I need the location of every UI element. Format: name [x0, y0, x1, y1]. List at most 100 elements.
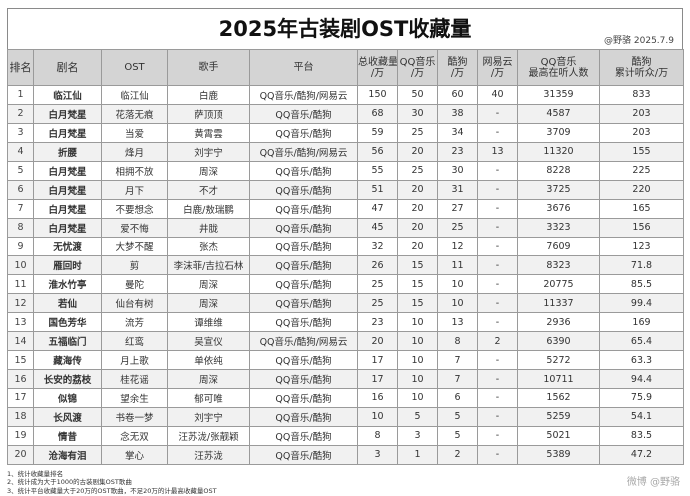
col-header-rank: 排名 — [7, 49, 34, 86]
col-header-total-line2: /万 — [370, 67, 385, 79]
col-header-netease-line2: /万 — [490, 67, 505, 79]
total-cell: 17 — [357, 350, 398, 371]
kugou-listeners-cell: 94.4 — [599, 369, 684, 389]
rank-cell: 1 — [7, 85, 34, 105]
total-cell: 32 — [357, 236, 398, 257]
qq-cell: 15 — [397, 293, 438, 314]
kugou-cell: 7 — [437, 369, 478, 389]
ost-cell: 曼陀 — [101, 274, 168, 295]
kugou-cell: 11 — [437, 255, 478, 276]
drama-cell: 似锦 — [33, 388, 102, 408]
table-row: 20 沧海有泪 掌心 汪苏泷 QQ音乐/酷狗 3 1 2-5389 47.2 — [7, 444, 684, 465]
rank-cell: 12 — [7, 293, 34, 314]
singer-cell: 黄霄雲 — [167, 122, 250, 143]
platform-cell: QQ音乐/酷狗 — [249, 179, 358, 200]
drama-cell: 白月梵星 — [33, 217, 102, 238]
ost-cell: 大梦不醒 — [101, 236, 168, 257]
kugou-cell: 31 — [437, 179, 478, 200]
col-header-kugou-line2: /万 — [450, 67, 465, 79]
netease-cell: - — [477, 312, 518, 333]
platform-cell: QQ音乐/酷狗 — [249, 160, 358, 181]
total-cell: 20 — [357, 331, 398, 352]
table-row: 9 无忧渡 大梦不醒 张杰 QQ音乐/酷狗 32 20 12-7609 123 — [7, 236, 684, 257]
total-cell: 16 — [357, 388, 398, 408]
table-row: 18 长风渡 书卷一梦 刘宇宁 QQ音乐/酷狗 10 5 5-5259 54.1 — [7, 406, 684, 427]
kugou-listeners-cell: 220 — [599, 179, 684, 200]
netease-cell: - — [477, 160, 518, 181]
kugou-listeners-cell: 47.2 — [599, 444, 684, 465]
ost-ranking-sheet: 2025年古装剧OST收藏量 @野骆 2025.7.9 排名 剧名 OST 歌手… — [7, 8, 684, 496]
ost-cell: 爱不悔 — [101, 217, 168, 238]
kugou-cell: 34 — [437, 122, 478, 143]
qq-cell: 10 — [397, 350, 438, 371]
qq-cell: 15 — [397, 255, 438, 276]
page-title: 2025年古装剧OST收藏量 @野骆 2025.7.9 — [7, 8, 683, 49]
rank-cell: 8 — [7, 217, 34, 238]
singer-cell: 周深 — [167, 274, 250, 295]
kugou-listeners-cell: 99.4 — [599, 293, 684, 314]
col-header-ost: OST — [101, 49, 168, 86]
qq-peak-cell: 2936 — [517, 312, 600, 333]
rank-cell: 15 — [7, 350, 34, 371]
rank-cell: 7 — [7, 198, 34, 219]
qq-cell: 10 — [397, 331, 438, 352]
qq-peak-cell: 4587 — [517, 103, 600, 124]
platform-cell: QQ音乐/酷狗 — [249, 406, 358, 427]
netease-cell: - — [477, 179, 518, 200]
netease-cell: - — [477, 198, 518, 219]
qq-peak-cell: 3676 — [517, 198, 600, 219]
qq-cell: 20 — [397, 217, 438, 238]
netease-cell: - — [477, 217, 518, 238]
kugou-cell: 10 — [437, 274, 478, 295]
rank-cell: 5 — [7, 160, 34, 181]
col-header-platform: 平台 — [249, 49, 358, 86]
rank-cell: 13 — [7, 312, 34, 333]
total-cell: 17 — [357, 369, 398, 389]
qq-peak-cell: 5272 — [517, 350, 600, 371]
rank-cell: 18 — [7, 406, 34, 427]
kugou-listeners-cell: 54.1 — [599, 406, 684, 427]
netease-cell: - — [477, 406, 518, 427]
rank-cell: 2 — [7, 103, 34, 124]
netease-cell: - — [477, 103, 518, 124]
kugou-cell: 2 — [437, 444, 478, 465]
kugou-listeners-cell: 156 — [599, 217, 684, 238]
col-header-drama: 剧名 — [33, 49, 102, 86]
qq-cell: 30 — [397, 103, 438, 124]
qq-peak-cell: 3709 — [517, 122, 600, 143]
total-cell: 23 — [357, 312, 398, 333]
netease-cell: - — [477, 388, 518, 408]
table-row: 10 雁回时剪李沫菲/吉拉石林 QQ音乐/酷狗 26 15 11-8323 71.8 — [7, 255, 684, 276]
kugou-listeners-cell: 203 — [599, 122, 684, 143]
drama-cell: 情昔 — [33, 425, 102, 446]
platform-cell: QQ音乐/酷狗 — [249, 103, 358, 124]
netease-cell: 2 — [477, 331, 518, 352]
drama-cell: 白月梵星 — [33, 179, 102, 200]
singer-cell: 白鹿/敖瑞鹏 — [167, 198, 250, 219]
kugou-listeners-cell: 83.5 — [599, 425, 684, 446]
ost-cell: 流芳 — [101, 312, 168, 333]
footnotes: 1、统计收藏量排名 2、统计成为大于1000的古装剧集OST歌曲 3、统计平台收… — [7, 470, 683, 496]
table-row: 1 临江仙 临江仙 白鹿 QQ音乐/酷狗/网易云 150 50 60 40 31359 833 — [7, 85, 684, 105]
kugou-cell: 12 — [437, 236, 478, 257]
netease-cell: - — [477, 350, 518, 371]
singer-cell: 郁可唯 — [167, 388, 250, 408]
drama-cell: 折腰 — [33, 141, 102, 162]
ost-cell: 月下 — [101, 179, 168, 200]
kugou-cell: 27 — [437, 198, 478, 219]
kugou-listeners-cell: 203 — [599, 103, 684, 124]
drama-cell: 白月梵星 — [33, 122, 102, 143]
platform-cell: QQ音乐/酷狗 — [249, 198, 358, 219]
drama-cell: 长风渡 — [33, 406, 102, 427]
qq-cell: 15 — [397, 274, 438, 295]
col-header-total-line1: 总收藏量 — [358, 56, 398, 68]
col-header-kugou-line1: 酷狗 — [447, 56, 468, 68]
drama-cell: 五福临门 — [33, 331, 102, 352]
platform-cell: QQ音乐/酷狗 — [249, 236, 358, 257]
col-header-total: 总收藏量/万 — [357, 49, 398, 86]
platform-cell: QQ音乐/酷狗 — [249, 293, 358, 314]
total-cell: 56 — [357, 141, 398, 162]
kugou-listeners-cell: 833 — [599, 85, 684, 105]
drama-cell: 淮水竹亭 — [33, 274, 102, 295]
singer-cell: 谭维维 — [167, 312, 250, 333]
